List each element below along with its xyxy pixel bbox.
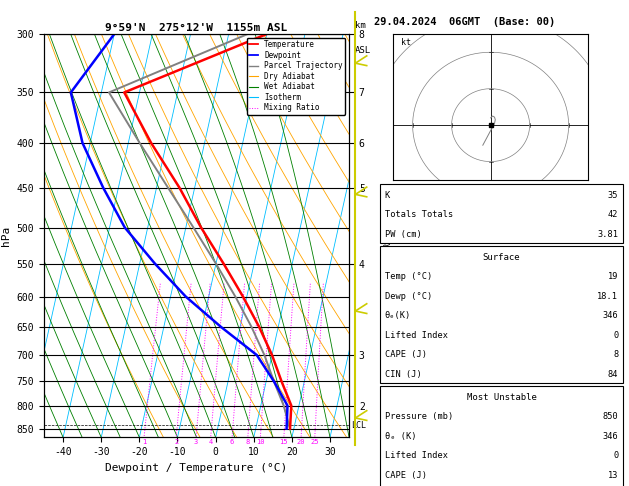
Text: 84: 84 xyxy=(608,370,618,379)
Text: CIN (J): CIN (J) xyxy=(385,370,421,379)
Text: 6: 6 xyxy=(230,438,234,445)
Y-axis label: hPa: hPa xyxy=(1,226,11,246)
Text: CAPE (J): CAPE (J) xyxy=(385,471,427,480)
Text: Temp (°C): Temp (°C) xyxy=(385,272,432,281)
Text: ASL: ASL xyxy=(355,46,371,55)
Text: 346: 346 xyxy=(603,432,618,441)
Text: kt: kt xyxy=(401,38,411,47)
Text: K: K xyxy=(385,191,390,200)
Bar xyxy=(380,184,623,243)
Text: Lifted Index: Lifted Index xyxy=(385,331,448,340)
Text: 8: 8 xyxy=(613,350,618,359)
Text: CAPE (J): CAPE (J) xyxy=(385,350,427,359)
Text: 42: 42 xyxy=(608,210,618,220)
Title: 9°59'N  275°12'W  1155m ASL: 9°59'N 275°12'W 1155m ASL xyxy=(106,23,287,33)
Text: 2: 2 xyxy=(174,438,178,445)
Text: km: km xyxy=(355,21,366,30)
Text: 20: 20 xyxy=(297,438,305,445)
Text: 18.1: 18.1 xyxy=(598,292,618,301)
Text: 850: 850 xyxy=(603,412,618,421)
Text: Lifted Index: Lifted Index xyxy=(385,451,448,460)
Text: 15: 15 xyxy=(280,438,288,445)
Text: LCL: LCL xyxy=(351,421,366,430)
X-axis label: Dewpoint / Temperature (°C): Dewpoint / Temperature (°C) xyxy=(106,463,287,473)
Text: 19: 19 xyxy=(608,272,618,281)
Text: Mixing Ratio (g/kg): Mixing Ratio (g/kg) xyxy=(384,188,393,283)
Legend: Temperature, Dewpoint, Parcel Trajectory, Dry Adiabat, Wet Adiabat, Isotherm, Mi: Temperature, Dewpoint, Parcel Trajectory… xyxy=(247,38,345,115)
Text: 35: 35 xyxy=(608,191,618,200)
Text: 10: 10 xyxy=(256,438,265,445)
Text: θₑ (K): θₑ (K) xyxy=(385,432,416,441)
Bar xyxy=(380,246,623,382)
Text: Surface: Surface xyxy=(483,253,520,262)
Text: Most Unstable: Most Unstable xyxy=(467,393,537,402)
Text: 3: 3 xyxy=(194,438,198,445)
Text: 13: 13 xyxy=(608,471,618,480)
Text: Dewp (°C): Dewp (°C) xyxy=(385,292,432,301)
Text: PW (cm): PW (cm) xyxy=(385,230,421,239)
Text: 25: 25 xyxy=(311,438,319,445)
Text: 4: 4 xyxy=(209,438,213,445)
Text: 29.04.2024  06GMT  (Base: 00): 29.04.2024 06GMT (Base: 00) xyxy=(374,17,555,27)
Text: Totals Totals: Totals Totals xyxy=(385,210,453,220)
Text: 346: 346 xyxy=(603,312,618,320)
Text: θₑ(K): θₑ(K) xyxy=(385,312,411,320)
Text: 0: 0 xyxy=(613,451,618,460)
Text: 3.81: 3.81 xyxy=(598,230,618,239)
Text: 0: 0 xyxy=(613,331,618,340)
Text: Pressure (mb): Pressure (mb) xyxy=(385,412,453,421)
Text: 8: 8 xyxy=(246,438,250,445)
Bar xyxy=(380,386,623,486)
Text: © weatheronline.co.uk: © weatheronline.co.uk xyxy=(445,475,558,484)
Text: 1: 1 xyxy=(142,438,146,445)
